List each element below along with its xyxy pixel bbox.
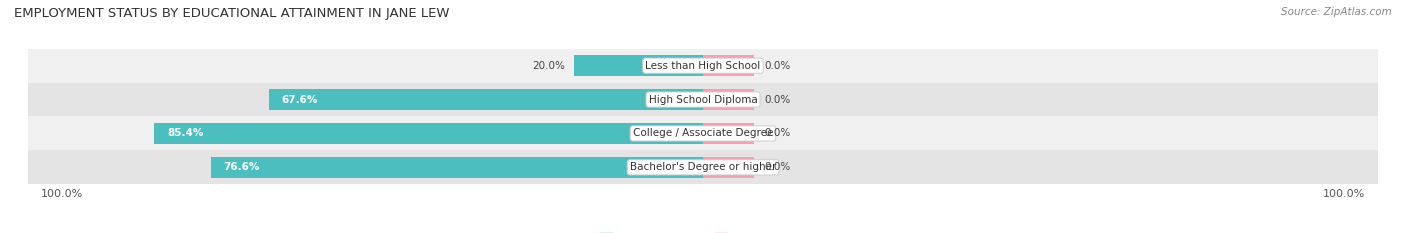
Text: 0.0%: 0.0% [763, 128, 790, 138]
Text: Bachelor's Degree or higher: Bachelor's Degree or higher [630, 162, 776, 172]
Bar [269, 89, 703, 110]
Bar [155, 123, 703, 144]
Bar [575, 55, 703, 76]
Text: Source: ZipAtlas.com: Source: ZipAtlas.com [1281, 7, 1392, 17]
Bar [703, 89, 755, 110]
Bar [28, 116, 1378, 150]
Bar [211, 157, 703, 178]
Text: High School Diploma: High School Diploma [648, 95, 758, 105]
Bar [703, 157, 755, 178]
Bar [703, 123, 755, 144]
Text: Less than High School: Less than High School [645, 61, 761, 71]
Text: 0.0%: 0.0% [763, 61, 790, 71]
Bar [28, 49, 1378, 83]
Text: EMPLOYMENT STATUS BY EDUCATIONAL ATTAINMENT IN JANE LEW: EMPLOYMENT STATUS BY EDUCATIONAL ATTAINM… [14, 7, 450, 20]
Text: 67.6%: 67.6% [281, 95, 318, 105]
Text: College / Associate Degree: College / Associate Degree [633, 128, 773, 138]
Legend: In Labor Force, Unemployed: In Labor Force, Unemployed [595, 229, 811, 233]
Text: 20.0%: 20.0% [531, 61, 565, 71]
Text: 100.0%: 100.0% [41, 189, 83, 199]
Bar [28, 83, 1378, 116]
Text: 0.0%: 0.0% [763, 162, 790, 172]
Text: 100.0%: 100.0% [1323, 189, 1365, 199]
Text: 76.6%: 76.6% [224, 162, 260, 172]
Text: 85.4%: 85.4% [167, 128, 204, 138]
Bar [703, 55, 755, 76]
Text: 0.0%: 0.0% [763, 95, 790, 105]
Bar [28, 150, 1378, 184]
